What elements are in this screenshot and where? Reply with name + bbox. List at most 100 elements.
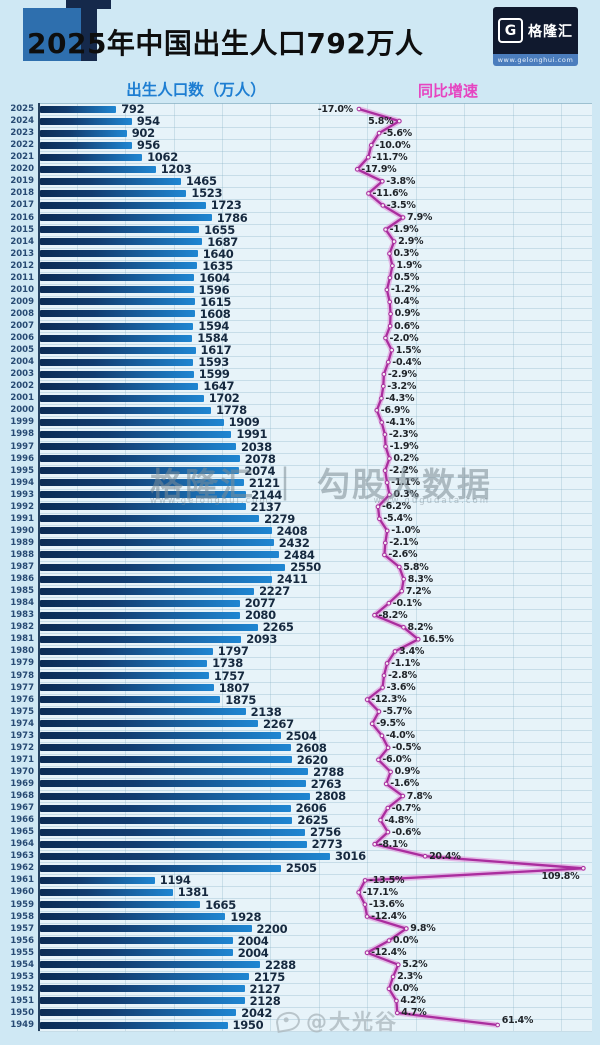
h-gridline xyxy=(38,886,592,888)
birth-value-label: 2773 xyxy=(311,837,343,852)
growth-point-label: -12.4% xyxy=(371,947,407,959)
year-label: 1969 xyxy=(10,778,34,789)
h-gridline xyxy=(38,356,592,358)
year-label: 2006 xyxy=(10,333,34,343)
birth-value-label: 1875 xyxy=(225,692,257,707)
birth-bar xyxy=(40,201,206,209)
birth-value-label: 1702 xyxy=(208,391,240,406)
year-label: 2010 xyxy=(10,284,34,295)
birth-value-label: 2080 xyxy=(245,608,276,623)
h-gridline xyxy=(38,1006,592,1008)
birth-value-label: 1635 xyxy=(202,258,233,273)
birth-bar xyxy=(40,937,233,945)
watermark-url-left: www.gelonghui.com xyxy=(150,496,270,506)
birth-value-label: 2279 xyxy=(264,511,295,526)
birth-value-label: 1608 xyxy=(199,306,231,321)
growth-point-label: -0.7% xyxy=(391,802,421,814)
year-label: 1959 xyxy=(10,899,34,910)
h-gridline xyxy=(38,115,592,117)
birth-value-label: 902 xyxy=(131,126,155,141)
birth-bar xyxy=(40,684,214,691)
h-gridline xyxy=(38,838,592,840)
year-label: 1991 xyxy=(10,513,34,524)
year-label: 2023 xyxy=(10,128,34,139)
growth-point-label: 4.7% xyxy=(401,1007,427,1019)
birth-value-label: 1615 xyxy=(200,294,232,309)
birth-bar xyxy=(40,406,211,414)
h-gridline xyxy=(38,548,592,550)
year-label: 2003 xyxy=(10,369,34,380)
center-watermark-urls: www.gelonghui.com www.gugudata.com xyxy=(150,496,490,506)
h-gridline xyxy=(38,332,592,333)
year-label: 1980 xyxy=(10,646,34,657)
birth-value-label: 1655 xyxy=(204,222,235,237)
birth-value-label: 1593 xyxy=(198,355,229,370)
birth-bar xyxy=(40,973,250,981)
year-label: 2016 xyxy=(10,212,34,223)
year-label: 1950 xyxy=(10,1007,34,1018)
year-label: 1973 xyxy=(10,730,34,741)
birth-value-label: 2127 xyxy=(249,981,281,996)
birth-value-label: 2138 xyxy=(250,704,282,719)
year-label: 1952 xyxy=(10,983,34,994)
birth-bar xyxy=(40,732,281,740)
growth-point-label: -2.1% xyxy=(389,537,419,549)
year-label: 1989 xyxy=(10,537,34,548)
birth-bar xyxy=(40,153,143,161)
birth-value-label: 2411 xyxy=(276,572,308,587)
growth-point-label: -1.6% xyxy=(390,778,419,790)
birth-bar xyxy=(40,117,132,125)
birth-value-label: 2175 xyxy=(254,969,285,984)
birth-bar xyxy=(40,816,293,824)
birth-value-label: 1723 xyxy=(210,198,242,213)
growth-point-label: 0.3% xyxy=(393,248,419,260)
h-gridline xyxy=(38,223,592,225)
growth-point-label: 2.3% xyxy=(397,971,423,983)
birth-value-label: 2267 xyxy=(263,716,294,731)
birth-value-label: 1797 xyxy=(217,644,249,659)
birth-value-label: 2128 xyxy=(249,993,281,1008)
birth-value-label: 2625 xyxy=(297,813,329,828)
h-gridline xyxy=(38,428,592,430)
birth-bar xyxy=(40,611,240,619)
growth-point-label: 16.5% xyxy=(422,633,454,645)
year-label: 1996 xyxy=(10,453,34,464)
year-label: 1986 xyxy=(10,574,34,585)
growth-point-label: 0.5% xyxy=(393,272,420,284)
birth-bar xyxy=(40,864,281,872)
growth-point-label: 7.8% xyxy=(406,790,432,802)
birth-value-label: 1465 xyxy=(185,174,217,189)
h-gridline xyxy=(38,440,592,442)
year-label: 1965 xyxy=(10,827,34,838)
growth-point-label: 61.4% xyxy=(501,1015,534,1026)
h-gridline xyxy=(38,1031,592,1032)
growth-point-label: -0.1% xyxy=(392,597,422,609)
h-gridline xyxy=(38,175,592,177)
growth-point-label: 7.2% xyxy=(405,585,431,597)
birth-value-label: 2484 xyxy=(283,547,315,562)
growth-point-label: 0.9% xyxy=(394,766,420,778)
gelonghui-logo-url: www.gelonghui.com xyxy=(493,54,578,66)
birth-bar xyxy=(40,141,132,149)
growth-point-label: -4.0% xyxy=(385,730,415,742)
h-gridline xyxy=(38,777,592,779)
year-label: 1962 xyxy=(10,863,34,874)
birth-bar xyxy=(40,901,201,908)
growth-point-label: -17.1% xyxy=(362,886,398,898)
birth-bar xyxy=(40,840,307,848)
header-decor-bar-navy xyxy=(81,8,97,61)
year-label: 2013 xyxy=(10,248,34,259)
year-label: 1984 xyxy=(10,598,34,609)
h-gridline xyxy=(38,753,592,755)
birth-value-label: 1596 xyxy=(198,282,230,297)
growth-point-label: -2.0% xyxy=(389,332,419,344)
birth-value-label: 2756 xyxy=(310,825,341,840)
year-label: 1987 xyxy=(10,562,34,572)
h-gridline xyxy=(38,850,592,852)
birth-bar xyxy=(40,1009,237,1017)
birth-bar xyxy=(40,768,309,776)
growth-point-label: 9.8% xyxy=(410,923,436,935)
year-label: 1974 xyxy=(10,718,34,729)
birth-bar xyxy=(40,635,242,643)
year-label: 2014 xyxy=(10,236,34,247)
